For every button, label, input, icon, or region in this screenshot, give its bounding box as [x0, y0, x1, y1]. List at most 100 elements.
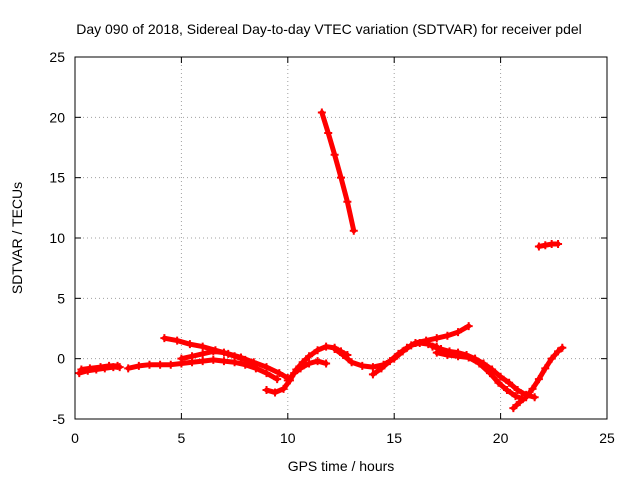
data-point [505, 378, 514, 387]
data-point [534, 242, 543, 251]
data-point [305, 359, 314, 368]
x-tick-label: 10 [280, 430, 296, 446]
data-point [358, 361, 367, 370]
data-point [496, 372, 505, 381]
data-point [494, 378, 503, 387]
data-point [428, 342, 437, 351]
data-point [317, 108, 326, 117]
data-point [522, 393, 531, 402]
data-point [530, 393, 539, 402]
data-series-line [434, 350, 525, 401]
data-point [198, 357, 207, 366]
data-point [339, 351, 348, 360]
data-point [313, 357, 322, 366]
data-point [271, 388, 280, 397]
data-point [283, 376, 292, 385]
data-point [502, 386, 511, 395]
data-series [77, 361, 122, 374]
data-point [324, 129, 333, 138]
data-point [554, 347, 563, 356]
data-point [166, 360, 175, 369]
x-tick-label: 20 [493, 430, 509, 446]
data-point [160, 334, 169, 343]
data-point [177, 354, 186, 363]
y-tick-label: 25 [49, 49, 65, 65]
data-point [337, 173, 345, 182]
data-point [464, 353, 473, 362]
data-point [219, 357, 228, 366]
data-point [156, 360, 165, 369]
data-point [377, 364, 386, 373]
data-point [330, 150, 339, 159]
data-point [275, 369, 284, 378]
data-point [185, 340, 194, 349]
data-point [124, 364, 133, 373]
chart-title: Day 090 of 2018, Sidereal Day-to-day VTE… [76, 21, 582, 37]
data-point [511, 392, 520, 401]
y-tick-label: 0 [57, 351, 65, 367]
data-point [485, 369, 494, 378]
data-point [454, 328, 463, 337]
data-series [534, 240, 563, 251]
data-point [198, 342, 207, 351]
data-point [385, 357, 394, 366]
data-point [541, 364, 550, 373]
data-point [85, 364, 94, 373]
data-point [219, 348, 228, 357]
data-point [402, 343, 411, 352]
data-series [509, 343, 567, 413]
data-point [509, 404, 518, 413]
x-axis-label: GPS time / hours [288, 458, 395, 474]
data-point [209, 347, 218, 356]
data-point [541, 241, 550, 250]
data-point [513, 386, 522, 395]
tick-layer: 0 5 10 15 20 25 -5 0 5 10 15 20 25 [49, 49, 615, 446]
grid-layer [75, 57, 607, 419]
data-point [368, 370, 377, 379]
data-point [330, 345, 339, 354]
data-point [77, 365, 86, 374]
data-point [394, 349, 403, 358]
data-point [251, 360, 260, 369]
data-point [134, 361, 143, 370]
data-point [454, 352, 463, 361]
data-layer [75, 108, 567, 413]
data-series [283, 357, 331, 385]
x-tick-label: 0 [71, 430, 79, 446]
data-point [198, 349, 207, 358]
data-series [177, 347, 260, 369]
data-point [322, 342, 331, 351]
x-tick-label: 25 [599, 430, 615, 446]
data-point [443, 351, 452, 360]
data-point [515, 398, 524, 407]
data-point [443, 331, 452, 340]
data-point [173, 336, 182, 345]
data-point [273, 375, 282, 384]
y-tick-label: 10 [49, 230, 65, 246]
data-series [368, 322, 473, 379]
data-point [554, 240, 563, 249]
data-point [349, 226, 358, 235]
data-point [313, 346, 322, 355]
x-tick-label: 5 [178, 430, 186, 446]
data-point [534, 375, 543, 384]
data-series [317, 108, 358, 235]
data-point [305, 352, 314, 361]
y-tick-label: 20 [49, 109, 65, 125]
data-point [105, 361, 114, 370]
x-tick-label: 15 [386, 430, 402, 446]
data-point [279, 384, 288, 393]
data-point [464, 322, 473, 331]
data-point [262, 386, 271, 395]
data-point [230, 352, 239, 361]
data-point [547, 354, 556, 363]
y-tick-label: 15 [49, 170, 65, 186]
data-point [96, 363, 105, 372]
data-point [188, 352, 197, 361]
y-axis-label: SDTVAR / TECUs [9, 182, 25, 294]
data-point [322, 359, 331, 368]
data-point [209, 355, 218, 364]
data-point [432, 348, 441, 357]
